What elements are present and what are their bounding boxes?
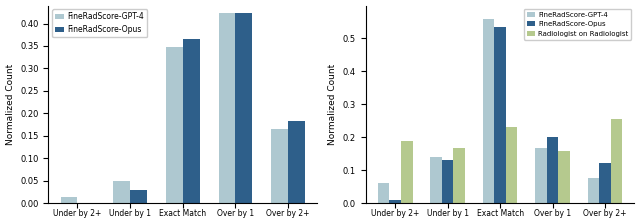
Legend: FineRadScore-GPT-4, FineRadScore-Opus, Radiologist on Radiologist: FineRadScore-GPT-4, FineRadScore-Opus, R… [524, 9, 631, 39]
Legend: FineRadScore-GPT-4, FineRadScore-Opus: FineRadScore-GPT-4, FineRadScore-Opus [52, 9, 147, 37]
Bar [599, 163, 611, 203]
Bar [588, 178, 599, 203]
Bar [442, 160, 453, 203]
Bar [218, 13, 236, 203]
Bar [494, 27, 506, 203]
Bar [611, 118, 622, 203]
Bar [453, 148, 465, 203]
Y-axis label: Normalized Count: Normalized Count [6, 64, 15, 145]
Bar [61, 197, 77, 203]
Bar [166, 47, 182, 203]
Bar [535, 148, 547, 203]
Bar [483, 19, 494, 203]
Bar [130, 190, 147, 203]
Bar [288, 121, 305, 203]
Bar [558, 151, 570, 203]
Bar [236, 13, 252, 203]
Bar [113, 181, 130, 203]
Bar [182, 39, 200, 203]
Bar [390, 200, 401, 203]
Bar [506, 127, 517, 203]
Bar [271, 129, 288, 203]
Bar [401, 141, 413, 203]
Y-axis label: Normalized Count: Normalized Count [328, 64, 337, 145]
Bar [378, 183, 390, 203]
Bar [547, 137, 558, 203]
Bar [430, 157, 442, 203]
